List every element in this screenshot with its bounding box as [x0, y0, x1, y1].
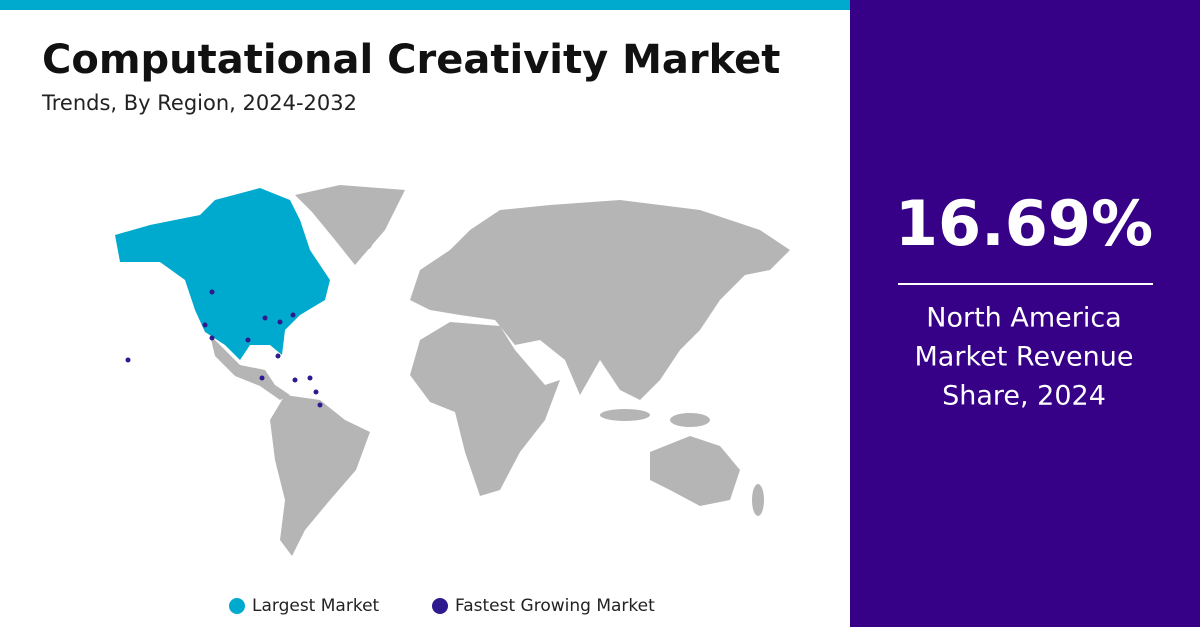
top-bar: [0, 0, 850, 10]
dot: [307, 375, 313, 381]
legend-swatch: [432, 598, 448, 614]
indonesia: [600, 409, 650, 421]
dot: [262, 315, 268, 321]
new-zealand: [752, 484, 764, 516]
legend-swatch: [229, 598, 245, 614]
dot: [125, 357, 131, 363]
stat-value: 16.69%: [895, 187, 1153, 260]
north-america: [115, 188, 330, 360]
central-america: [210, 335, 290, 400]
subtitle: Trends, By Region, 2024-2032: [41, 91, 357, 115]
stat-label: Market Revenue: [915, 342, 1134, 373]
stat-label: North America: [926, 303, 1121, 334]
dot: [313, 389, 319, 395]
dot: [259, 375, 265, 381]
south-america: [270, 395, 370, 556]
africa: [410, 322, 560, 496]
dot: [209, 335, 215, 341]
dot: [292, 377, 298, 383]
legend-label: Fastest Growing Market: [455, 596, 655, 616]
dot: [209, 289, 215, 295]
legend-label: Largest Market: [252, 596, 380, 616]
fast-dots: [125, 289, 323, 408]
right-panel: [850, 0, 1200, 627]
iceland: [348, 239, 372, 251]
dot: [275, 353, 281, 359]
dot: [317, 402, 323, 408]
greenland: [295, 185, 405, 265]
world-map: [115, 185, 790, 556]
dot: [290, 312, 296, 318]
dot: [245, 337, 251, 343]
title: Computational Creativity Market: [42, 37, 780, 83]
eurasia: [410, 200, 790, 400]
australia: [650, 436, 740, 506]
stat-label: Share, 2024: [942, 381, 1106, 412]
dot: [277, 319, 283, 325]
dot: [202, 322, 208, 328]
new-guinea: [670, 413, 710, 427]
